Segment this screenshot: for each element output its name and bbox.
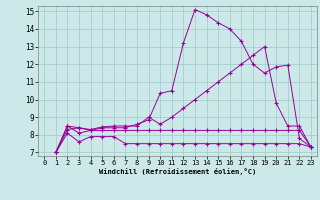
X-axis label: Windchill (Refroidissement éolien,°C): Windchill (Refroidissement éolien,°C) (99, 168, 256, 175)
